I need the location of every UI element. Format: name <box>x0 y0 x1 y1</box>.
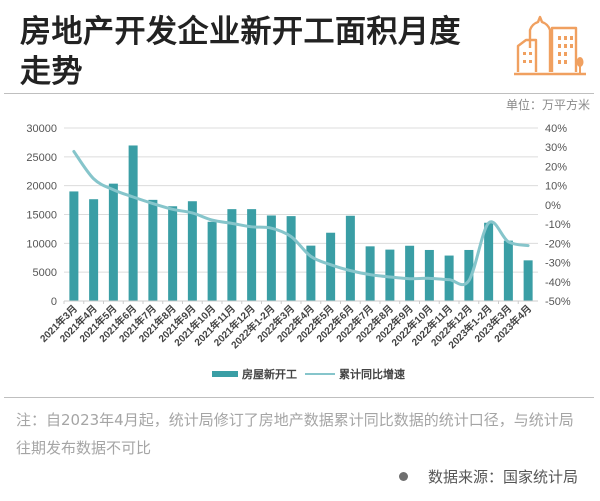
bar <box>503 240 513 301</box>
bar <box>247 209 257 301</box>
header-divider <box>4 93 594 94</box>
right-tick-label: -30% <box>545 258 571 270</box>
left-tick-label: 10000 <box>26 238 57 250</box>
left-axis: 0 5000 10000 15000 20000 25000 30000 <box>26 123 57 308</box>
right-tick-label: 0% <box>545 200 561 212</box>
bar <box>484 222 494 301</box>
right-tick-label: -10% <box>545 219 571 231</box>
bar <box>345 215 355 301</box>
right-tick-label: 10% <box>545 181 567 193</box>
bar <box>69 191 79 301</box>
bar <box>227 209 237 301</box>
page-title: 房地产开发企业新开工面积月度走势 <box>20 14 461 90</box>
bar <box>523 260 533 301</box>
legend-label-bar: 房屋新开工 <box>242 368 297 381</box>
legend-swatch-line <box>305 373 335 375</box>
right-tick-label: -20% <box>545 238 571 250</box>
legend: 房屋新开工 累计同比增速 <box>212 366 405 382</box>
growth-line <box>72 149 530 287</box>
left-tick-label: 5000 <box>33 267 57 279</box>
data-source-text: 数据来源：国家统计局 <box>427 468 578 486</box>
bar <box>207 221 217 301</box>
left-tick-label: 25000 <box>26 152 57 164</box>
right-tick-label: -50% <box>545 296 571 308</box>
bar <box>424 249 434 301</box>
bar <box>128 145 138 301</box>
left-tick-label: 30000 <box>26 123 57 135</box>
bar <box>464 249 474 301</box>
data-source: 数据来源：国家统计局 <box>398 466 578 487</box>
left-tick-label: 20000 <box>26 181 57 193</box>
x-axis: 2021年3月2021年4月2021年5月2021年6月2021年7月2021年… <box>37 300 538 351</box>
bar <box>266 215 276 301</box>
legend-label-line: 累计同比增速 <box>339 368 405 381</box>
bar <box>385 249 395 301</box>
right-tick-label: 40% <box>545 123 567 135</box>
bar <box>89 199 99 301</box>
bar <box>405 245 415 301</box>
bar <box>306 245 316 301</box>
bar <box>326 232 336 301</box>
left-tick-label: 0 <box>51 296 57 308</box>
bar <box>187 201 197 301</box>
unit-label: 单位：万平方米 <box>505 98 590 112</box>
left-tick-label: 15000 <box>26 210 57 222</box>
bar-series <box>69 145 533 301</box>
right-tick-label: 30% <box>545 142 567 154</box>
legend-swatch-bar <box>212 371 238 377</box>
bar <box>286 216 296 301</box>
line-series <box>72 149 530 287</box>
right-tick-label: -40% <box>545 277 571 289</box>
footnote: 注：自2023年4月起，统计局修订了房地产数据累计同比数据的统计口径，与统计局往… <box>16 411 574 457</box>
city-buildings-icon <box>514 15 586 76</box>
bullet-icon <box>398 472 408 481</box>
right-tick-label: 20% <box>545 161 567 173</box>
bar <box>148 199 158 301</box>
bar <box>108 183 118 301</box>
right-axis: -50% -40% -30% -20% -10% 0% 10% 20% 30% 40% <box>545 123 571 308</box>
footer-divider <box>4 397 594 398</box>
bar <box>168 206 178 301</box>
